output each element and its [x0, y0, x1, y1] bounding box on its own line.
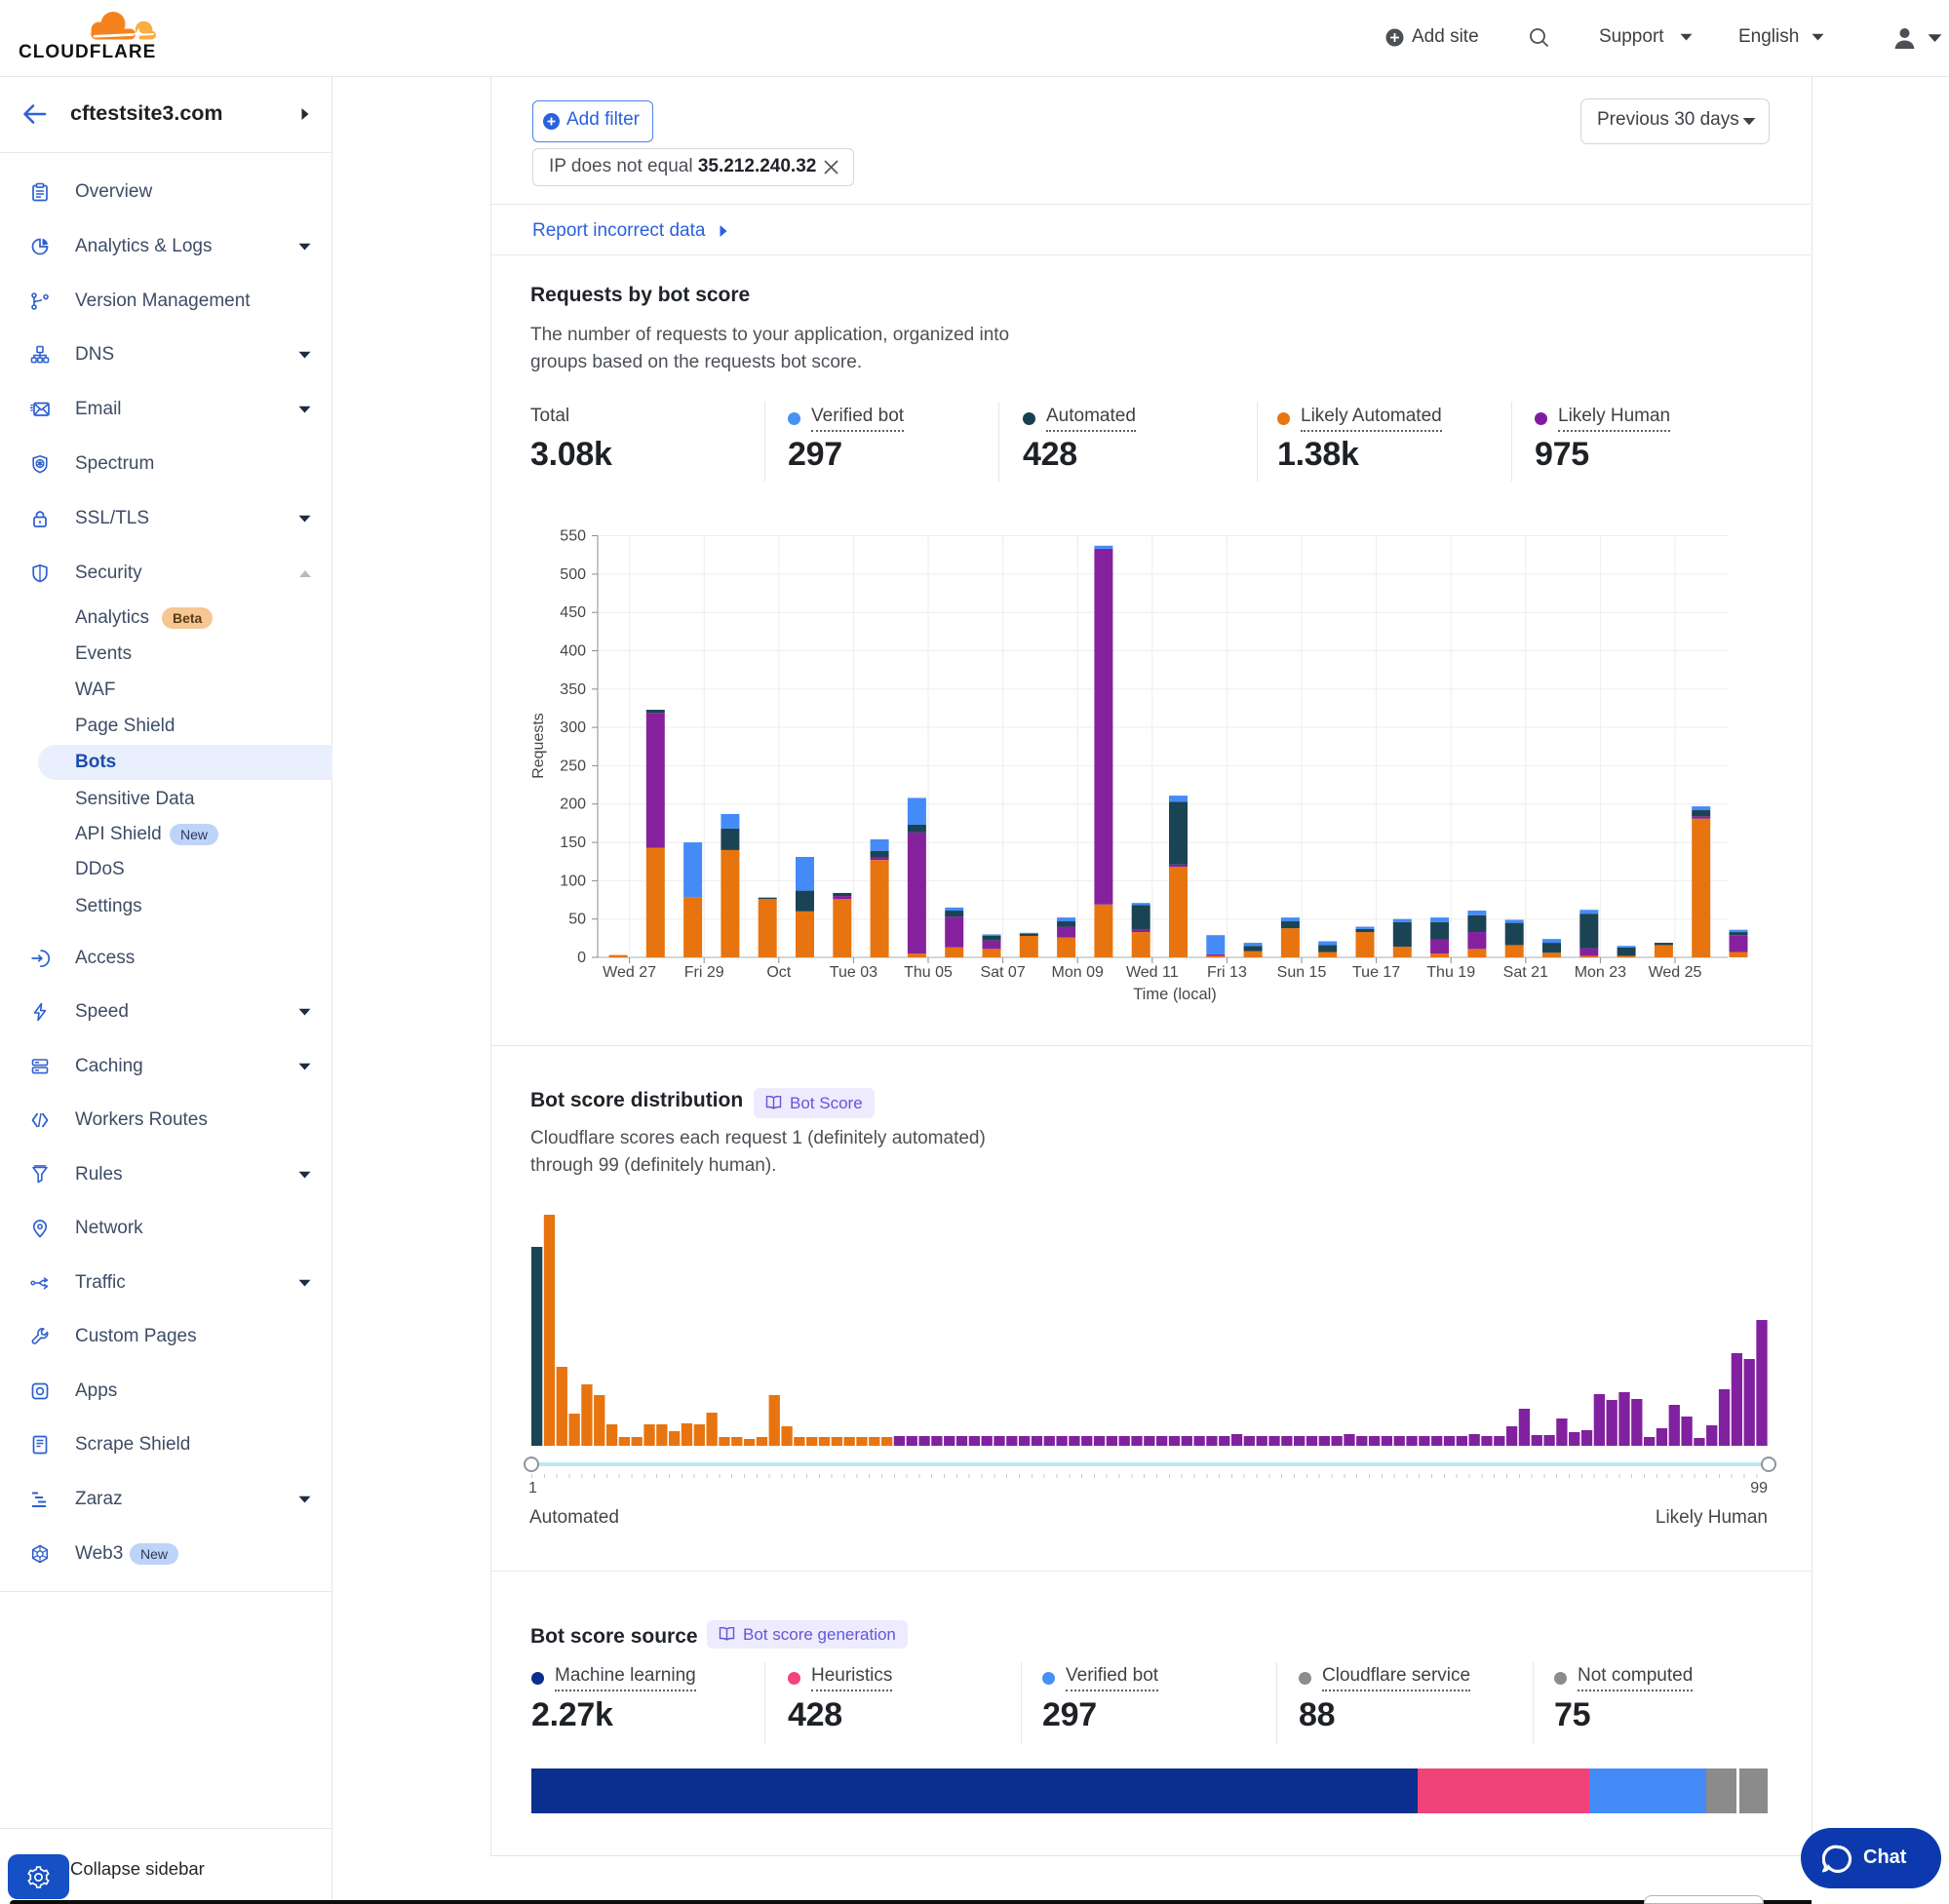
svg-text:450: 450 [560, 604, 586, 621]
svg-text:Mon 09: Mon 09 [1052, 964, 1104, 981]
svg-text:300: 300 [560, 719, 586, 736]
svg-text:Sat 21: Sat 21 [1503, 964, 1548, 981]
svg-text:Fri 29: Fri 29 [684, 964, 724, 981]
svg-text:Sat 07: Sat 07 [980, 964, 1025, 981]
svg-text:Tue 03: Tue 03 [830, 964, 877, 981]
svg-text:250: 250 [560, 758, 586, 774]
svg-text:Tue 17: Tue 17 [1352, 964, 1400, 981]
svg-text:500: 500 [560, 566, 586, 583]
svg-text:Thu 05: Thu 05 [904, 964, 953, 981]
svg-text:100: 100 [560, 873, 586, 889]
svg-text:Oct: Oct [766, 964, 791, 981]
svg-text:200: 200 [560, 797, 586, 813]
svg-text:350: 350 [560, 681, 586, 698]
svg-text:Fri 13: Fri 13 [1207, 964, 1247, 981]
svg-text:Wed 27: Wed 27 [603, 964, 656, 981]
svg-text:Wed 11: Wed 11 [1126, 964, 1179, 981]
svg-text:400: 400 [560, 643, 586, 660]
svg-text:50: 50 [568, 912, 586, 928]
svg-text:Time (local): Time (local) [1133, 986, 1217, 1003]
svg-text:150: 150 [560, 835, 586, 851]
svg-text:Wed 25: Wed 25 [1649, 964, 1702, 981]
svg-text:Thu 19: Thu 19 [1426, 964, 1475, 981]
svg-text:Mon 23: Mon 23 [1575, 964, 1626, 981]
svg-text:550: 550 [560, 528, 586, 545]
svg-text:Sun 15: Sun 15 [1277, 964, 1327, 981]
svg-text:Requests: Requests [530, 713, 547, 779]
svg-text:0: 0 [577, 950, 586, 966]
